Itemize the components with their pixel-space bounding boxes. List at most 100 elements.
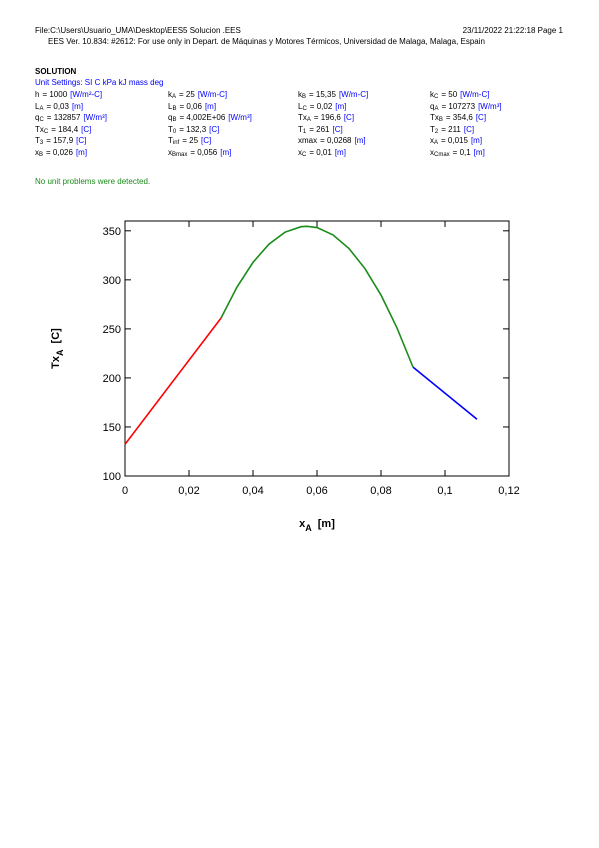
y-tick-label: 250 <box>103 324 121 336</box>
var-unit: [m] <box>473 147 485 157</box>
variable: qA = 107273 [W/m³] <box>430 102 502 112</box>
var-unit: [W/m²-C] <box>70 90 103 99</box>
variable: T1 = 261 [C] <box>298 125 343 135</box>
var-unit: [C] <box>332 124 343 134</box>
x-tick-label: 0,12 <box>498 485 519 497</box>
y-tick-label: 300 <box>103 275 121 287</box>
var-value: = 4,002E+06 <box>179 113 226 122</box>
var-unit: [m] <box>71 101 84 111</box>
var-subscript: C <box>39 117 44 123</box>
var-value: = 196,6 <box>313 113 341 122</box>
chart: 100 150 200 250 300 350 0 0,02 0,04 0,06 0,08 0,1 0,… <box>50 220 520 533</box>
x-tick-label: 0,02 <box>178 485 199 497</box>
line-series <box>124 317 222 445</box>
y-axis-label-unit: [C] <box>50 328 62 344</box>
y-tick-label: 350 <box>103 226 121 238</box>
var-subscript: C <box>434 94 439 100</box>
var-name: x <box>298 147 302 157</box>
var-value: = 132,3 <box>179 124 207 134</box>
var-subscript: C <box>43 128 49 135</box>
var-name: T <box>430 124 435 134</box>
var-unit: [W/m³] <box>478 101 502 111</box>
x-tick-label: 0 <box>122 485 128 497</box>
var-subscript: B <box>172 105 177 112</box>
var-value: = 0,015 <box>441 136 468 145</box>
x-axis-label: xA [m] <box>299 518 335 533</box>
var-subscript: A <box>39 105 44 112</box>
variable: kA = 25 [W/m-C] <box>168 90 227 100</box>
variable: h = 1000 [W/m²-C] <box>35 90 102 99</box>
variable: qB = 4,002E+06 [W/m³] <box>168 113 252 123</box>
var-value: = 50 <box>441 90 458 99</box>
var-name: k <box>430 90 434 99</box>
var-subscript: A <box>172 94 177 100</box>
var-unit: [C] <box>201 136 212 145</box>
x-tick-label: 0,08 <box>370 485 391 497</box>
variable: xmax = 0,0268 [m] <box>298 136 366 145</box>
var-unit: [C] <box>463 124 475 134</box>
var-subscript: 0 <box>172 128 177 135</box>
var-name: L <box>298 101 303 111</box>
variable: kC = 50 [W/m-C] <box>430 90 489 100</box>
y-axis-label-name: Tx <box>50 355 62 369</box>
var-name: q <box>35 113 40 122</box>
status: No unit problems were detected. <box>35 177 151 186</box>
var-unit: [m] <box>334 147 346 157</box>
var-name: q <box>430 101 435 111</box>
variable: TxA = 196,6 [C] <box>298 113 354 123</box>
var-name: x <box>430 147 434 157</box>
line-series <box>412 366 478 420</box>
var-value: = 0,06 <box>179 101 202 111</box>
var-subscript: B <box>438 117 443 123</box>
var-subscript: 2 <box>434 128 439 135</box>
license: EES Ver. 10.834: #2612: For use only in … <box>48 37 485 46</box>
var-name: T <box>168 124 173 134</box>
variable: Tinf = 25 [C] <box>168 136 211 146</box>
variable: xCmax = 0,1 [m] <box>430 148 485 158</box>
y-tick-label: 150 <box>103 422 121 434</box>
var-name: T <box>298 124 303 134</box>
var-subscript: B <box>302 94 307 100</box>
var-name: Tx <box>298 113 307 122</box>
variable: LB = 0,06 [m] <box>168 102 216 112</box>
var-value: = 0,1 <box>452 147 471 157</box>
variable: xA = 0,015 [m] <box>430 136 482 146</box>
var-subscript: B <box>172 117 177 123</box>
var-unit: [W/m³] <box>83 113 107 122</box>
var-value: = 132857 <box>46 113 81 122</box>
date: 23/11/2022 21:22:18 Page 1 <box>462 26 563 35</box>
var-name: L <box>168 101 173 111</box>
var-name: x <box>35 147 39 157</box>
var-subscript: A <box>434 105 439 112</box>
y-axis-label: TxA [C] <box>50 328 65 369</box>
x-tick-label: 0,1 <box>437 485 452 497</box>
var-unit: [m] <box>470 136 483 145</box>
var-value: = 1000 <box>42 90 68 99</box>
var-subscript: A <box>306 117 311 123</box>
var-subscript: B <box>39 151 44 158</box>
var-name: x <box>168 147 172 157</box>
var-unit: [W/m-C] <box>460 90 490 99</box>
x-axis-label-name: x <box>299 518 306 530</box>
x-axis-label-sub: A <box>305 523 312 533</box>
file-path: File:C:\Users\Usuario_UMA\Desktop\EES5 S… <box>35 26 241 35</box>
var-name: T <box>35 136 40 145</box>
var-name: Tx <box>430 113 439 122</box>
x-axis-label-unit: [m] <box>318 518 335 530</box>
variable: LA = 0,03 [m] <box>35 102 83 112</box>
variable: T3 = 157,9 [C] <box>35 136 86 146</box>
var-unit: [W/m-C] <box>338 90 369 99</box>
var-unit: [C] <box>76 136 87 145</box>
y-tick-label: 200 <box>103 373 121 385</box>
variable: TxB = 354,6 [C] <box>430 113 486 123</box>
variable: kB = 15,35 [W/m-C] <box>298 90 368 100</box>
variable: TxC = 184,4 [C] <box>35 125 91 135</box>
variable: T2 = 211 [C] <box>430 125 474 135</box>
y-axis-label-sub: A <box>55 349 65 356</box>
var-value: = 25 <box>179 90 195 99</box>
solution-title: SOLUTION <box>35 67 77 76</box>
y-tick-label: 100 <box>103 471 121 483</box>
var-name: xmax <box>298 136 318 145</box>
